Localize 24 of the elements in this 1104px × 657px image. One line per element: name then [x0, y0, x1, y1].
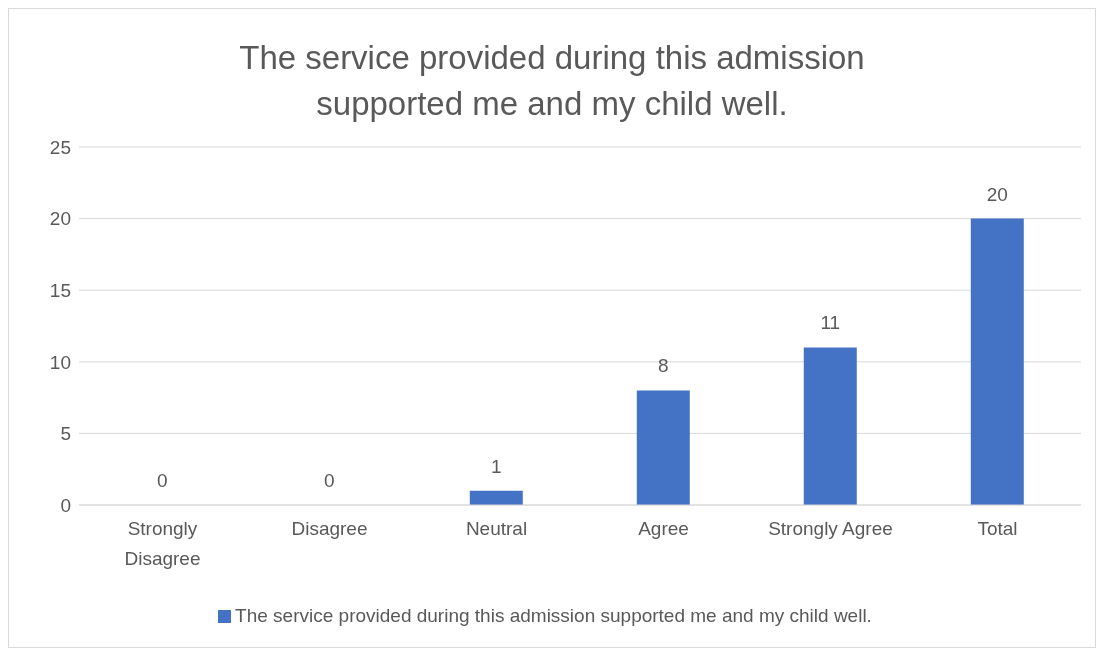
- bar: [803, 347, 857, 505]
- bar: [469, 490, 523, 505]
- x-tick-label: Total: [977, 518, 1018, 539]
- y-tick-label: 5: [60, 423, 71, 445]
- x-tick-label: Strongly Agree: [768, 518, 893, 539]
- data-label: 8: [657, 355, 669, 377]
- x-tick-label: Agree: [638, 518, 689, 539]
- y-tick-label: 15: [49, 279, 71, 301]
- y-tick-label: 0: [60, 494, 71, 516]
- y-tick-label: 10: [49, 351, 71, 373]
- data-label: 11: [820, 312, 841, 334]
- data-label: 1: [490, 455, 502, 477]
- x-tick-label: Strongly Disagree: [124, 518, 201, 569]
- bar: [636, 390, 690, 505]
- y-tick-label: 20: [49, 208, 71, 230]
- bar: [970, 218, 1024, 505]
- data-label: 0: [156, 469, 168, 491]
- data-label: 20: [986, 183, 1008, 205]
- data-label: 0: [323, 469, 335, 491]
- x-tick-label: Disagree: [291, 518, 368, 539]
- y-tick-label: 25: [49, 136, 71, 158]
- legend-label: The service provided during this admission supported me and my child well.: [235, 605, 872, 626]
- x-tick-label: Neutral: [465, 518, 528, 539]
- chart-title: The service provided during this admission supported me and my child well.: [238, 38, 866, 124]
